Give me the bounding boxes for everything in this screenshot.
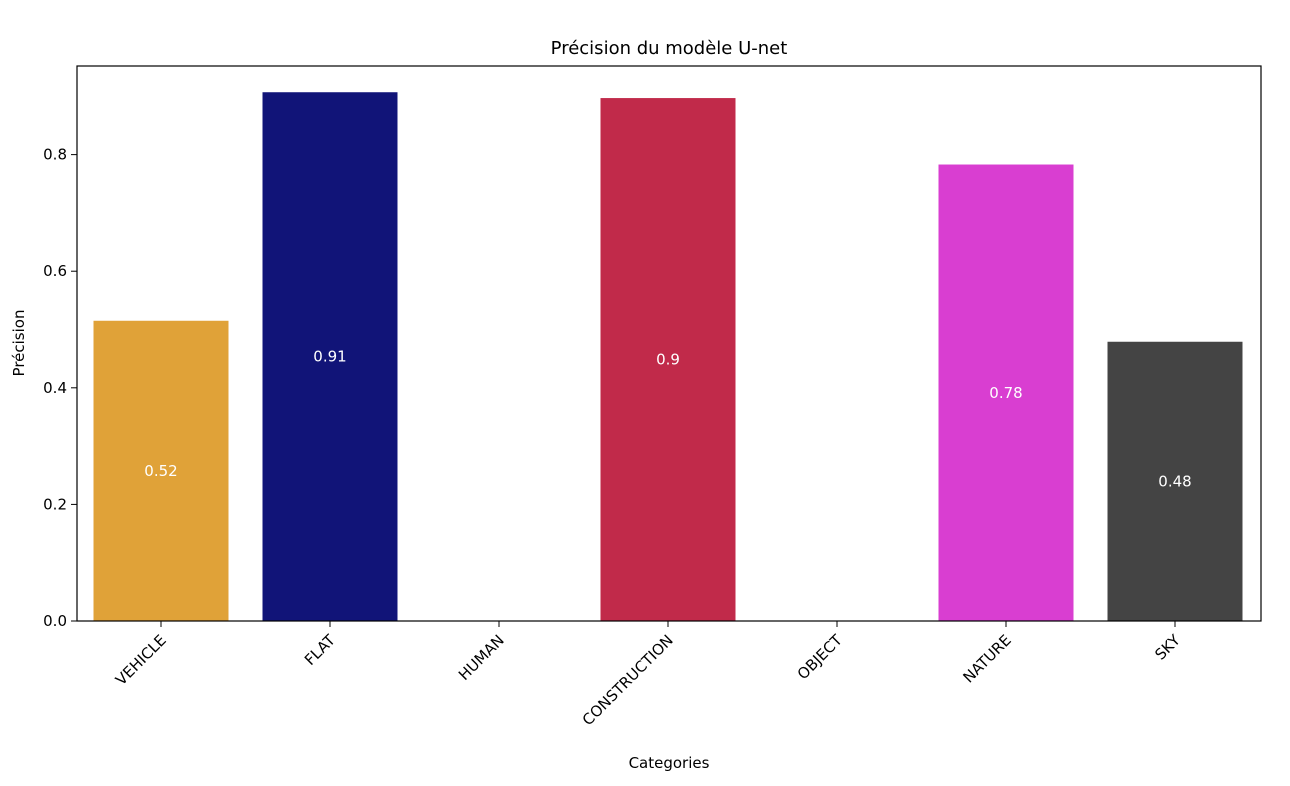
y-axis-label: Précision	[10, 310, 28, 377]
bar-nature	[938, 164, 1074, 621]
x-tick-label-human: HUMAN	[455, 631, 508, 684]
y-tick-label: 0.0	[43, 612, 67, 630]
bar-sky	[1107, 341, 1243, 621]
bar-value-label-construction: 0.9	[656, 351, 680, 369]
bar-value-label-sky: 0.48	[1158, 472, 1191, 490]
bar-value-label-vehicle: 0.52	[144, 462, 177, 480]
bar-construction	[600, 98, 736, 621]
y-tick-label: 0.8	[43, 146, 67, 164]
x-tick-label-vehicle: VEHICLE	[112, 631, 170, 689]
x-tick-label-object: OBJECT	[794, 631, 847, 684]
x-tick-label-nature: NATURE	[959, 631, 1014, 686]
bar-value-label-flat: 0.91	[313, 348, 346, 366]
x-tick-label-flat: FLAT	[301, 631, 339, 669]
x-axis-label: Categories	[629, 754, 710, 772]
y-axis: 0.0 0.2 0.4 0.6 0.8	[43, 146, 77, 630]
x-tick-label-construction: CONSTRUCTION	[579, 631, 677, 729]
x-tick-label-sky: SKY	[1151, 631, 1184, 664]
y-tick-label: 0.6	[43, 262, 67, 280]
bar-value-label-nature: 0.78	[989, 384, 1022, 402]
bar-flat	[262, 92, 398, 621]
bar-labels-layer: 0.52 0.91 0.9 0.78 0.48	[144, 348, 1191, 491]
y-tick-label: 0.4	[43, 379, 67, 397]
y-tick-label: 0.2	[43, 495, 67, 513]
bar-vehicle	[93, 320, 229, 621]
x-axis: VEHICLE FLAT HUMAN CONSTRUCTION OBJECT NATURE…	[112, 621, 1184, 729]
chart-title: Précision du modèle U-net	[551, 38, 788, 59]
plot-frame	[76, 65, 1262, 622]
bars-layer	[93, 92, 1243, 621]
